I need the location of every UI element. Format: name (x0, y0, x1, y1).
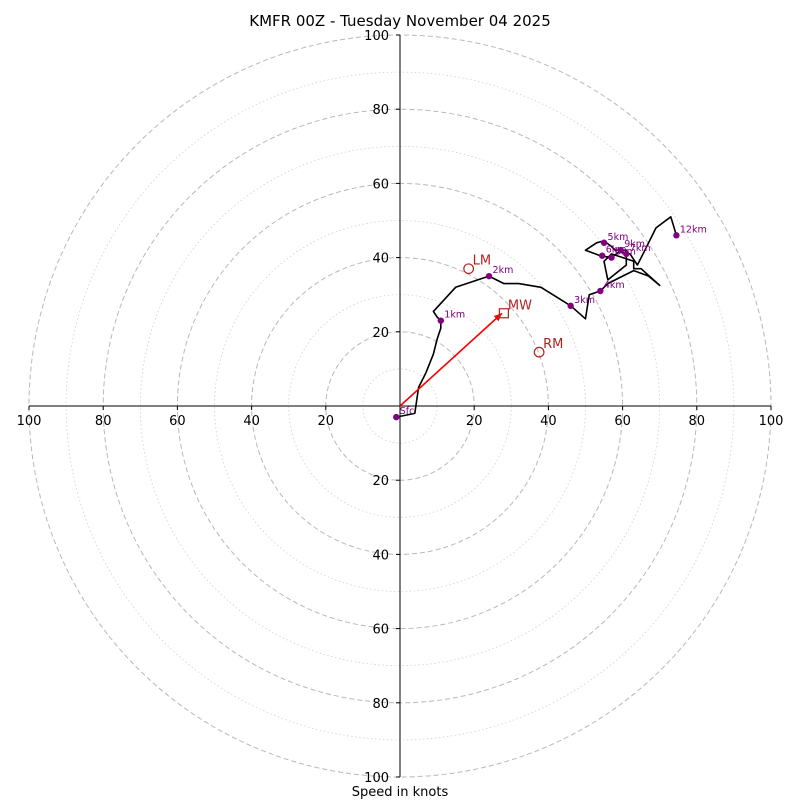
storm-motion-label: MW (508, 298, 532, 313)
height-marker-dot (598, 252, 606, 259)
x-tick-label: 40 (540, 414, 557, 429)
height-marker-dot (567, 302, 574, 310)
height-marker-label: 7km (630, 243, 651, 254)
tick-labels: 100 100 80 80 60 60 40 40 20 20 20 20 40 40 60 60 80 80 10… (17, 29, 784, 786)
y-tick-label: 20 (372, 326, 389, 341)
storm-motion-marker (533, 346, 545, 358)
x-tick-label: 80 (689, 414, 706, 429)
height-marker-dot (597, 287, 604, 295)
height-marker-dot (600, 239, 608, 246)
height-marker-dot (437, 317, 445, 324)
height-marker-label: 5km (608, 232, 629, 243)
shear-vector (399, 312, 503, 407)
y-tick-label: 60 (372, 177, 389, 192)
height-marker-label: 12km (680, 224, 707, 235)
height-marker-label: 4km (604, 280, 625, 291)
y-tick-label: 80 (372, 697, 389, 712)
chart-title: KMFR 00Z - Tuesday November 04 2025 (249, 12, 551, 30)
y-tick-label: 60 (372, 623, 389, 638)
x-tick-label: 20 (318, 414, 335, 429)
height-marker-dot (608, 254, 615, 261)
y-tick-label: 40 (372, 548, 389, 563)
y-tick-label: 100 (364, 29, 389, 44)
x-tick-label: 20 (466, 414, 483, 429)
x-tick-label: 80 (95, 414, 112, 429)
height-marker-label: 8km (615, 247, 636, 258)
y-tick-label: 80 (372, 103, 389, 118)
x-axis-label: Speed in knots (352, 785, 449, 800)
height-marker-label: Sfc (400, 406, 415, 417)
height-marker-dot (617, 246, 624, 254)
height-marker-label: 6km (606, 245, 627, 256)
x-tick-label: 60 (614, 414, 631, 429)
shear-vector-line (399, 312, 503, 407)
height-marker-dot (485, 272, 493, 280)
height-marker-label: 1km (444, 310, 465, 321)
storm-motion-marker (463, 263, 475, 275)
y-tick-label: 20 (372, 474, 389, 489)
storm-motion-label: RM (543, 337, 563, 352)
x-tick-label: 100 (17, 414, 42, 429)
storm-motion-markers: LM MW RM (463, 254, 563, 358)
storm-motion-label: LM (473, 254, 491, 269)
y-tick-label: 100 (364, 771, 389, 786)
height-marker-label: 2km (493, 265, 514, 276)
height-marker-dot (673, 232, 680, 239)
x-tick-label: 40 (243, 414, 260, 429)
height-marker-label: 3km (574, 295, 595, 306)
y-tick-label: 40 (372, 252, 389, 267)
height-marker-dot (393, 413, 400, 421)
height-marker-dot (623, 250, 630, 258)
x-tick-label: 100 (759, 414, 784, 429)
storm-motion-marker (498, 308, 509, 319)
height-marker-label: 9km (624, 239, 645, 250)
x-tick-label: 60 (169, 414, 186, 429)
